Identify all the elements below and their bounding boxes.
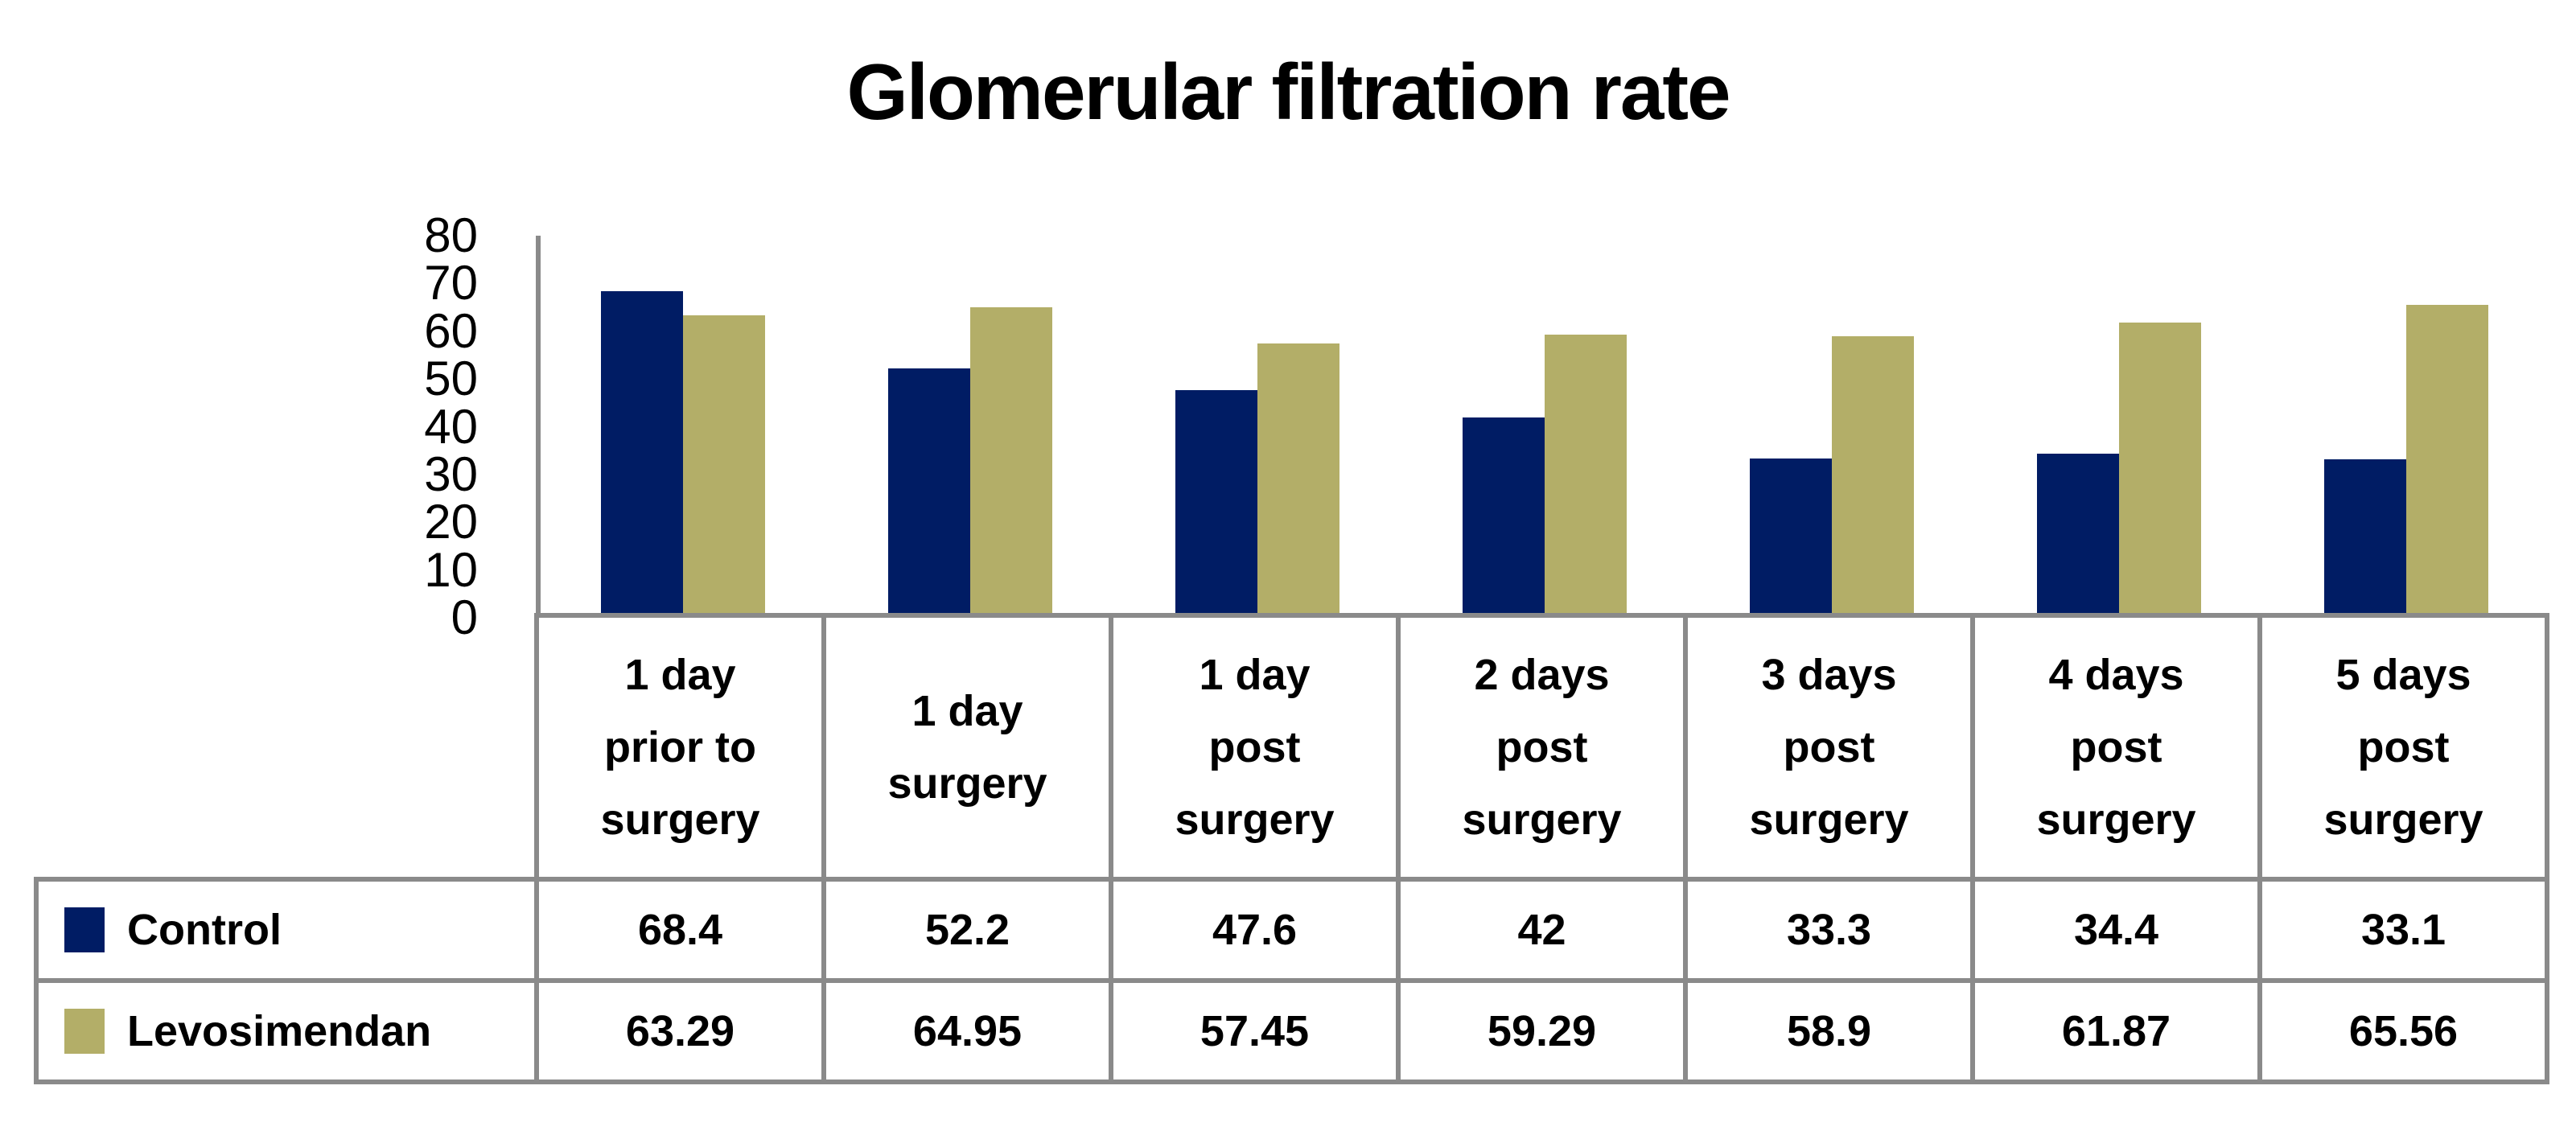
legend-label-control: Control [127, 906, 282, 954]
y-axis-tick-label-40: 40 [424, 400, 478, 454]
value-cell-levosimendan-2: 64.95 [821, 978, 1113, 1084]
value-cell-control-4: 42 [1396, 877, 1688, 983]
data-table: 1 day prior to surgery 1 day surgery 1 day pos… [34, 613, 2549, 1084]
legend-label-levosimendan: Levosimendan [127, 1007, 432, 1055]
bar-control-2 [888, 368, 970, 618]
y-axis-tick-label-60: 60 [424, 304, 478, 358]
bar-control-1 [601, 291, 683, 618]
value-cell-levosimendan-4: 59.29 [1396, 978, 1688, 1084]
bar-control-3 [1175, 390, 1257, 618]
plot-area [536, 236, 2549, 618]
value-cell-control-7: 33.1 [2257, 877, 2549, 983]
value-cell-control-2: 52.2 [821, 877, 1113, 983]
bar-control-4 [1463, 417, 1545, 618]
bar-levosimendan-3 [1257, 343, 1339, 618]
bar-control-6 [2037, 454, 2119, 618]
value-cell-levosimendan-5: 58.9 [1683, 978, 1975, 1084]
bar-levosimendan-6 [2119, 323, 2201, 618]
legend-cell-levosimendan: Levosimendan [34, 978, 539, 1084]
table-corner-cell [36, 615, 537, 879]
category-header-4: 2 days post surgery [1396, 613, 1688, 882]
bar-levosimendan-1 [683, 315, 765, 618]
category-header-2: 1 day surgery [821, 613, 1113, 882]
value-cell-levosimendan-7: 65.56 [2257, 978, 2549, 1084]
y-axis-tick-label-70: 70 [424, 256, 478, 310]
value-cell-levosimendan-6: 61.87 [1970, 978, 2262, 1084]
value-cell-levosimendan-3: 57.45 [1109, 978, 1401, 1084]
legend-cell-control: Control [34, 877, 539, 983]
y-axis-tick-label-80: 80 [424, 208, 478, 262]
category-header-3: 1 day post surgery [1109, 613, 1401, 882]
y-axis-tick-label-10: 10 [424, 543, 478, 597]
category-header-5: 3 days post surgery [1683, 613, 1975, 882]
category-header-6: 4 days post surgery [1970, 613, 2262, 882]
y-axis-tick-label-30: 30 [424, 447, 478, 501]
bar-control-7 [2324, 459, 2406, 618]
bar-levosimendan-4 [1545, 335, 1627, 618]
bar-control-5 [1750, 459, 1832, 618]
legend-swatch-control [64, 907, 105, 952]
y-axis-tick-label-20: 20 [424, 495, 478, 549]
value-cell-control-1: 68.4 [534, 877, 826, 983]
value-cell-control-5: 33.3 [1683, 877, 1975, 983]
value-cell-control-3: 47.6 [1109, 877, 1401, 983]
y-axis-tick-label-50: 50 [424, 352, 478, 405]
legend-swatch-levosimendan [64, 1009, 105, 1054]
category-header-7: 5 days post surgery [2257, 613, 2549, 882]
chart-title: Glomerular filtration rate [846, 47, 1730, 136]
category-header-1: 1 day prior to surgery [534, 613, 826, 882]
value-cell-levosimendan-1: 63.29 [534, 978, 826, 1084]
bar-levosimendan-7 [2406, 305, 2488, 618]
bar-levosimendan-5 [1832, 336, 1914, 618]
bar-levosimendan-2 [970, 307, 1052, 618]
y-axis-tick-label-0: 0 [451, 590, 478, 644]
value-cell-control-6: 34.4 [1970, 877, 2262, 983]
